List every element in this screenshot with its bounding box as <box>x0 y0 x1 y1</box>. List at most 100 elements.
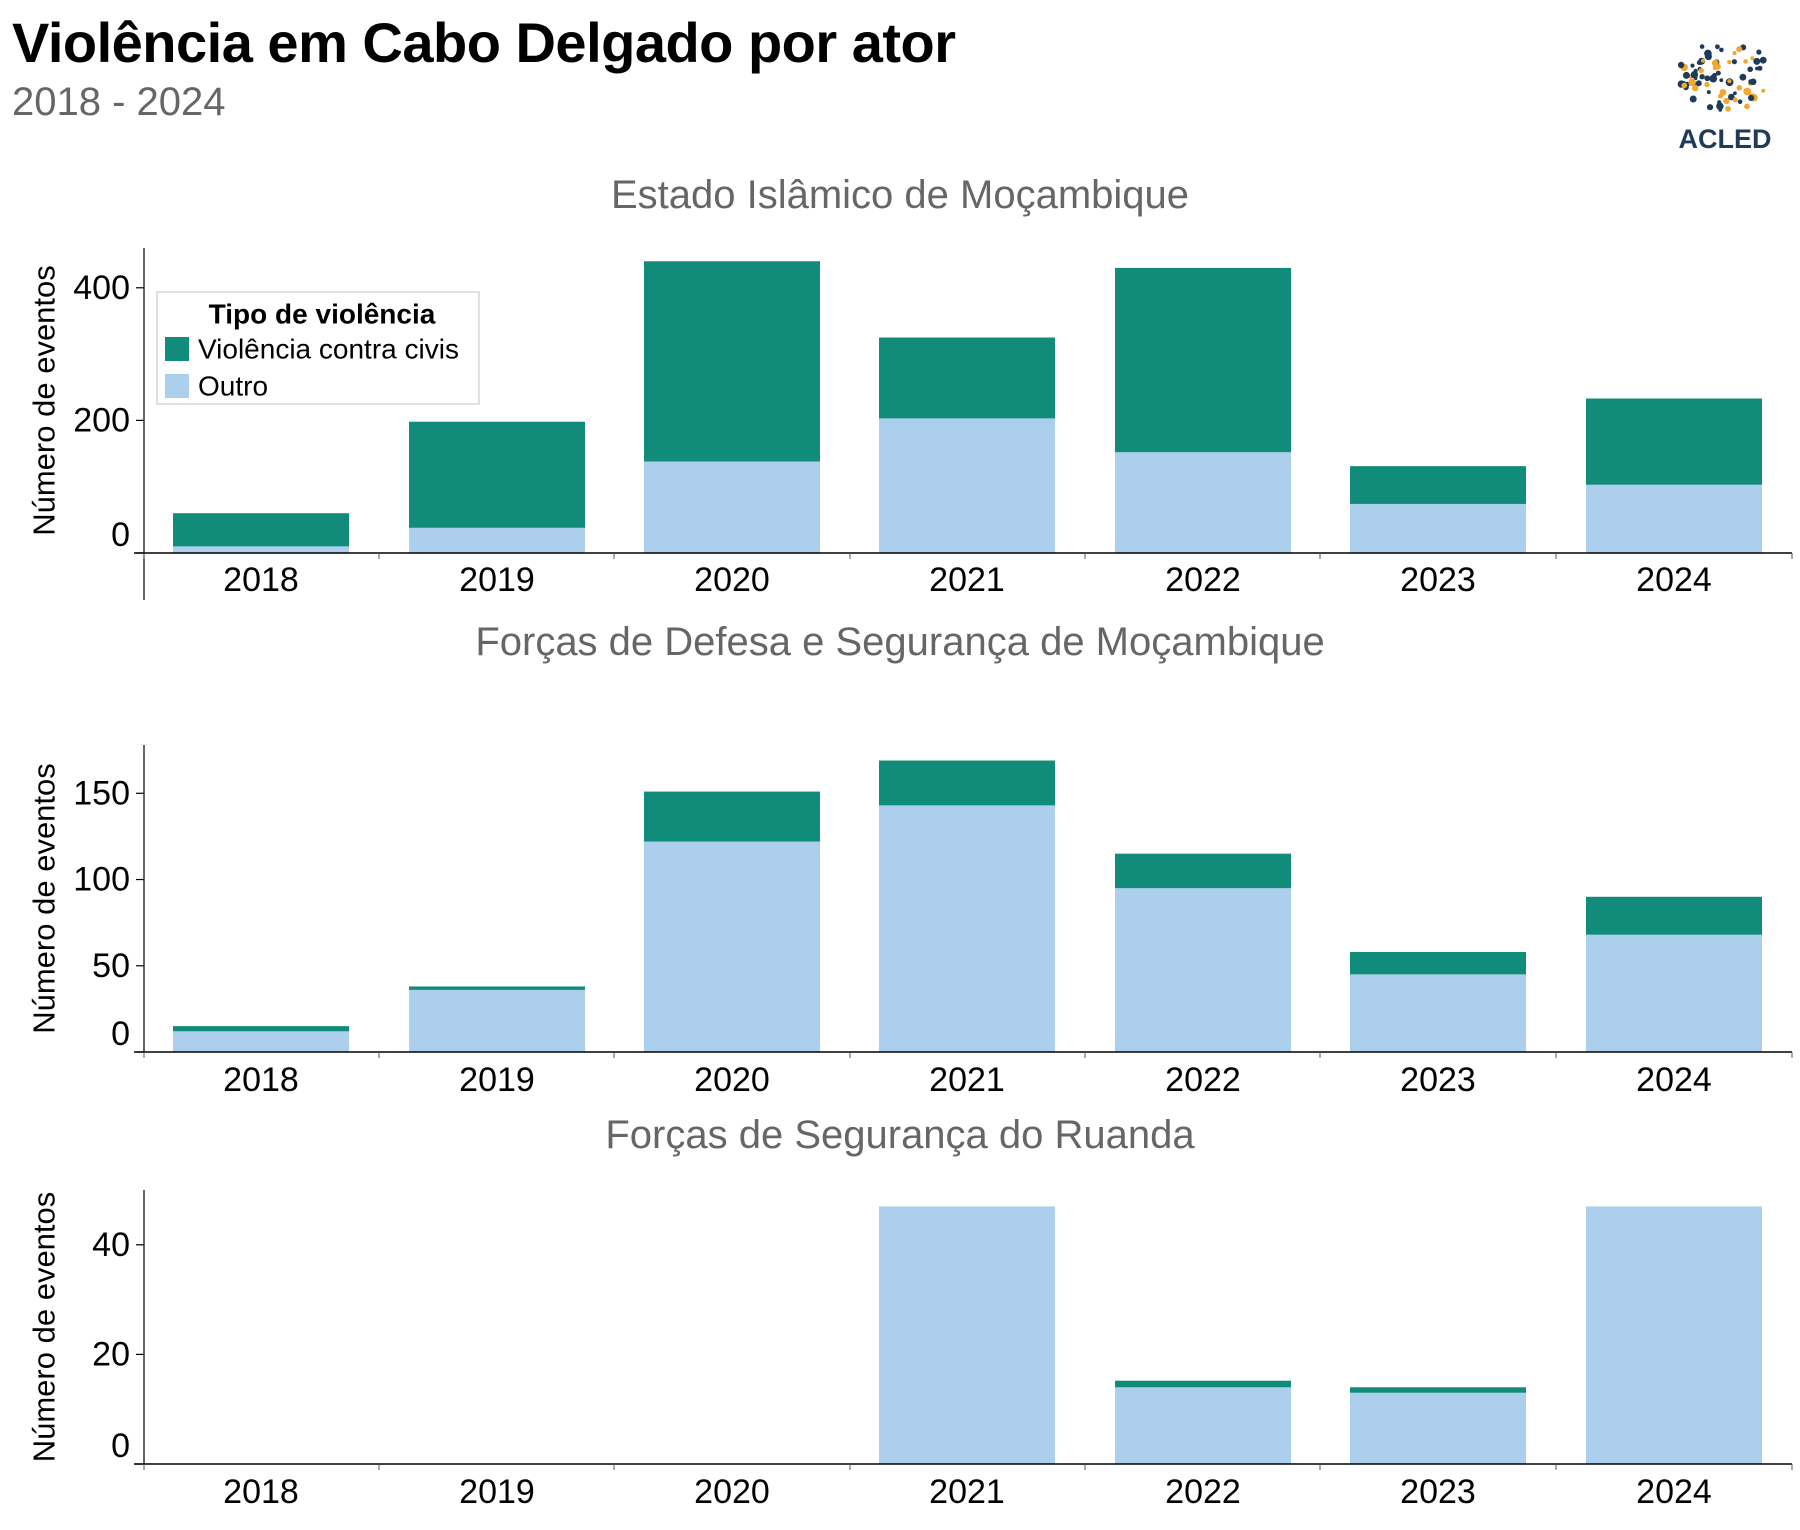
page-subtitle: 2018 - 2024 <box>12 80 226 124</box>
x-tick-label: 2024 <box>1636 1061 1712 1099</box>
bar-civis-2023 <box>1350 1387 1526 1393</box>
x-tick-label: 2023 <box>1400 1061 1476 1099</box>
x-tick-label: 2021 <box>929 1061 1005 1099</box>
logo-dot <box>1715 44 1720 50</box>
y-tick-label: 0 <box>111 516 130 554</box>
logo-dot <box>1718 108 1723 112</box>
y-tick-label: 100 <box>73 861 130 899</box>
logo-dot <box>1719 78 1724 83</box>
logo-dot <box>1753 57 1761 65</box>
legend-title: Tipo de violência <box>209 299 436 330</box>
panel-title: Forças de Segurança do Ruanda <box>605 1113 1195 1157</box>
page-title: Violência em Cabo Delgado por ator <box>12 11 956 74</box>
logo-dot <box>1699 44 1705 49</box>
logo-dot <box>1748 94 1755 101</box>
bar-outro-2023 <box>1350 974 1526 1052</box>
x-tick-label: 2021 <box>929 561 1005 599</box>
logo-dot <box>1732 51 1737 56</box>
logo-dot <box>1750 56 1755 61</box>
logo-dot <box>1677 61 1685 69</box>
legend-item-label: Violência contra civis <box>198 334 459 365</box>
bar-outro-2020 <box>644 461 820 553</box>
legend-item-label: Outro <box>198 371 268 402</box>
logo-dot <box>1716 102 1724 111</box>
x-tick-label: 2022 <box>1165 561 1241 599</box>
bar-civis-2024 <box>1586 896 1762 935</box>
logo-dot <box>1747 66 1753 73</box>
logo-dot <box>1690 63 1695 68</box>
bar-civis-2018 <box>173 513 349 547</box>
x-tick-label: 2021 <box>929 1473 1005 1511</box>
panel-title: Forças de Defesa e Segurança de Moçambiq… <box>475 620 1324 664</box>
x-tick-label: 2022 <box>1165 1061 1241 1099</box>
bar-outro-2018 <box>173 1031 349 1052</box>
x-tick-label: 2023 <box>1400 561 1476 599</box>
logo-dot <box>1688 78 1696 87</box>
bar-outro-2020 <box>644 841 820 1052</box>
logo-dot <box>1682 71 1690 79</box>
bar-civis-2020 <box>644 261 820 462</box>
x-tick-label: 2024 <box>1636 561 1712 599</box>
y-tick-label: 200 <box>73 401 130 439</box>
logo-dot <box>1706 104 1714 111</box>
bar-civis-2022 <box>1115 267 1291 453</box>
y-tick-label: 400 <box>73 269 130 307</box>
logo-dot <box>1695 80 1702 87</box>
x-tick-label: 2022 <box>1165 1473 1241 1511</box>
logo-dot <box>1761 88 1766 93</box>
logo-dot <box>1756 49 1762 55</box>
logo-dot <box>1743 59 1748 64</box>
logo-dot <box>1704 53 1712 61</box>
logo-dot <box>1732 97 1738 103</box>
logo-text: ACLED <box>1679 124 1772 154</box>
chart-panel-3: Forças de Segurança do Ruanda Número de e… <box>27 1113 1793 1511</box>
chart-panel-1: Estado Islâmico de Moçambique Número de e… <box>27 173 1793 600</box>
logo-dot <box>1718 93 1723 99</box>
logo-dot <box>1715 70 1721 76</box>
bar-outro-2019 <box>409 989 585 1052</box>
bar-outro-2018 <box>173 546 349 553</box>
acled-logo: ACLED <box>1677 44 1772 154</box>
logo-dot <box>1737 99 1743 104</box>
x-tick-label: 2019 <box>459 561 535 599</box>
x-tick-label: 2018 <box>223 1473 299 1511</box>
logo-dot <box>1736 46 1743 53</box>
chart-panel-2: Forças de Defesa e Segurança de Moçambiq… <box>27 620 1793 1099</box>
logo-dot <box>1704 81 1710 88</box>
legend-box <box>156 291 480 405</box>
bar-civis-2018 <box>173 1026 349 1032</box>
logo-dot <box>1736 85 1743 91</box>
y-axis-label: Número de eventos <box>27 1192 62 1463</box>
y-axis-label: Número de eventos <box>27 265 62 536</box>
y-tick-label: 150 <box>73 774 130 812</box>
x-tick-label: 2020 <box>694 1061 770 1099</box>
bar-outro-2024 <box>1586 484 1762 553</box>
legend: Tipo de violência Violência contra civis O… <box>156 291 480 405</box>
logo-dot <box>1728 93 1735 101</box>
logo-dot <box>1696 60 1701 65</box>
y-tick-label: 0 <box>111 1015 130 1053</box>
logo-dot <box>1681 82 1688 89</box>
y-axis-label: Número de eventos <box>27 763 62 1034</box>
bar-civis-2019 <box>409 986 585 990</box>
globe-icon <box>1677 44 1767 112</box>
logo-dot <box>1704 75 1711 82</box>
x-tick-label: 2018 <box>223 1061 299 1099</box>
bar-outro-2024 <box>1586 1206 1762 1464</box>
y-tick-label: 20 <box>92 1335 130 1373</box>
x-tick-label: 2019 <box>459 1473 535 1511</box>
bar-civis-2020 <box>644 791 820 842</box>
panel-title: Estado Islâmico de Moçambique <box>611 173 1189 217</box>
logo-dot <box>1757 65 1763 71</box>
logo-dot <box>1727 79 1732 84</box>
x-tick-label: 2018 <box>223 561 299 599</box>
bar-civis-2022 <box>1115 853 1291 889</box>
logo-dot <box>1717 100 1722 105</box>
y-tick-label: 40 <box>92 1226 130 1264</box>
bar-outro-2024 <box>1586 934 1762 1052</box>
logo-dot <box>1723 97 1730 105</box>
logo-dot <box>1733 91 1737 96</box>
legend-swatch <box>165 337 189 361</box>
logo-dot <box>1759 56 1767 64</box>
